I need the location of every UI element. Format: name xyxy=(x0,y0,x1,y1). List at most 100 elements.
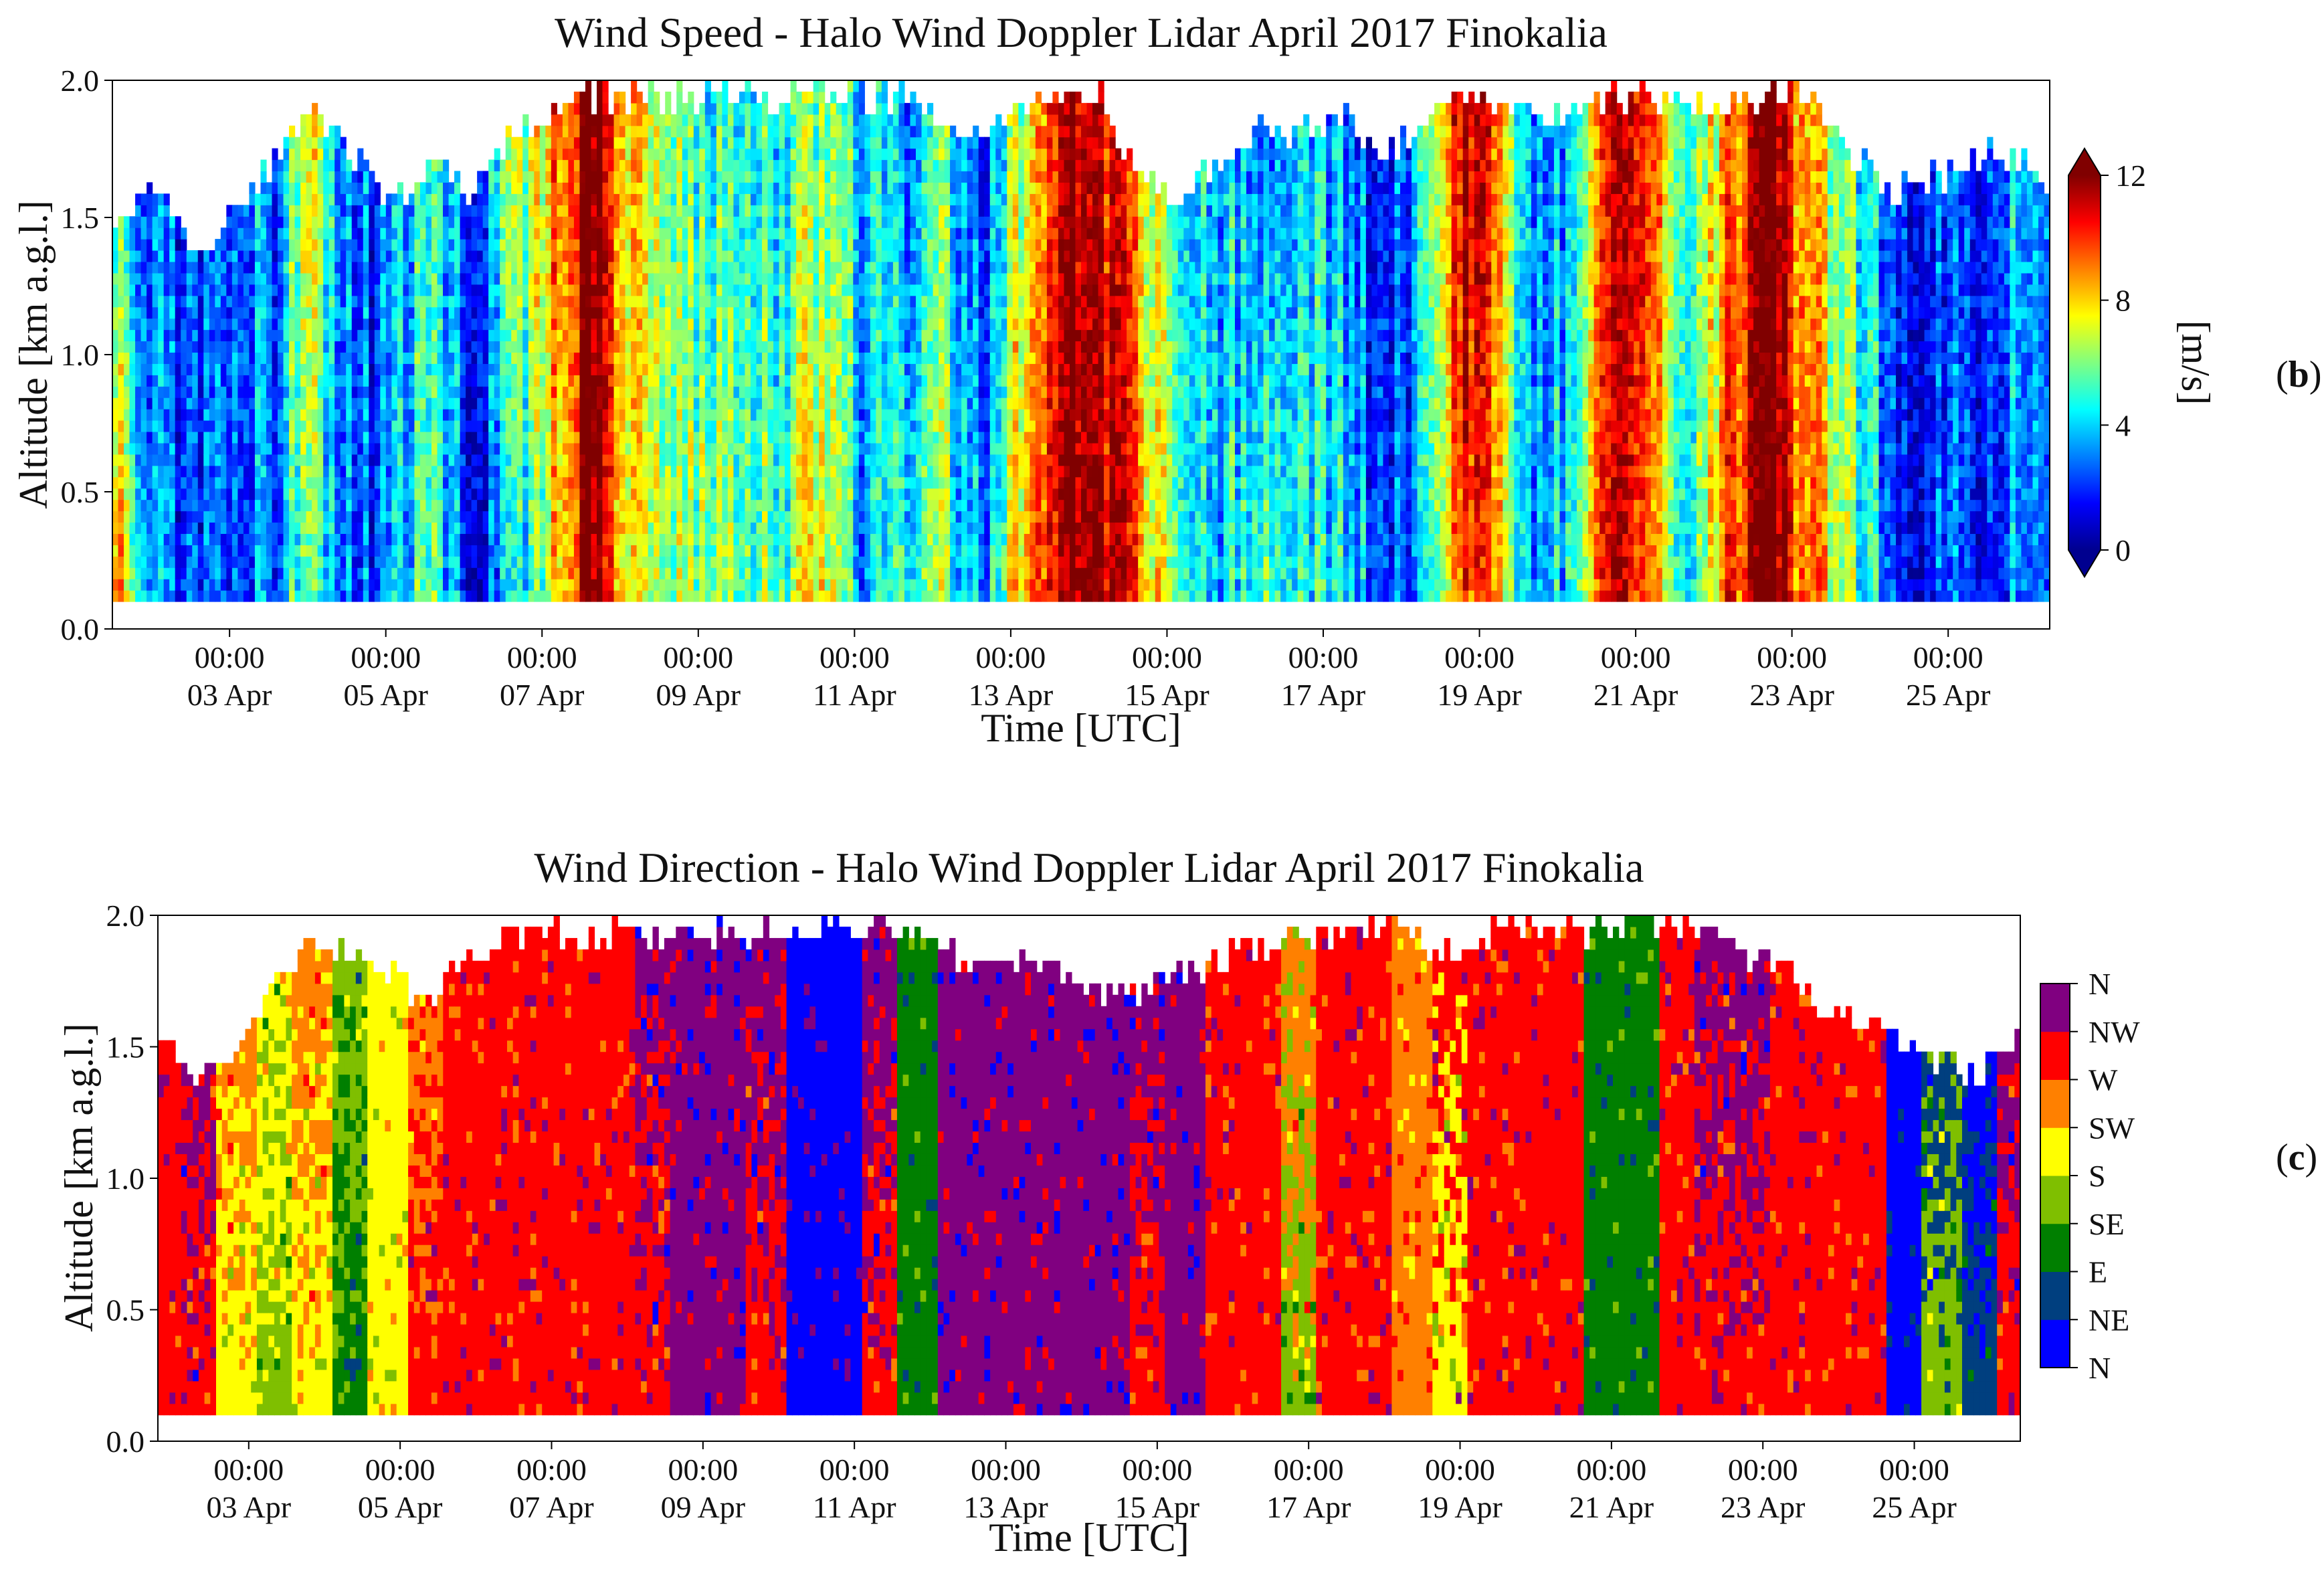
heatmap-cell xyxy=(500,442,506,455)
heatmap-cell xyxy=(676,590,683,602)
heatmap-cell xyxy=(528,454,535,466)
heatmap-cell xyxy=(767,125,774,138)
heatmap-cell xyxy=(129,352,136,364)
heatmap-cell xyxy=(477,386,484,398)
heatmap-cell xyxy=(425,420,432,432)
heatmap-cell xyxy=(494,511,500,523)
heatmap-cell xyxy=(807,533,814,545)
heatmap-cell xyxy=(414,227,421,240)
heatmap-cell xyxy=(745,397,751,409)
heatmap-cell xyxy=(654,386,660,398)
heatmap-cell xyxy=(306,590,312,602)
heatmap-cell xyxy=(773,193,780,205)
heatmap-cell xyxy=(779,454,785,466)
heatmap-cell xyxy=(124,511,130,523)
heatmap-cell xyxy=(545,261,552,274)
heatmap-cell xyxy=(488,284,495,296)
heatmap-cell xyxy=(631,579,638,591)
heatmap-cell xyxy=(505,590,512,602)
heatmap-cell xyxy=(169,284,176,296)
heatmap-cell xyxy=(505,159,512,172)
heatmap-cell xyxy=(260,261,267,274)
heatmap-cell xyxy=(785,318,791,331)
heatmap-cell xyxy=(516,420,523,432)
heatmap-cell xyxy=(528,386,535,398)
heatmap-cell xyxy=(431,556,438,568)
heatmap-cell xyxy=(625,193,632,205)
heatmap-cell xyxy=(414,476,421,489)
heatmap-cell xyxy=(722,261,729,274)
heatmap-cell xyxy=(591,522,597,534)
heatmap-cell xyxy=(391,250,398,262)
heatmap-cell xyxy=(722,80,729,92)
heatmap-cell xyxy=(813,272,819,285)
heatmap-cell xyxy=(648,80,654,92)
heatmap-cell xyxy=(767,488,774,500)
heatmap-cell xyxy=(727,250,735,262)
heatmap-cell xyxy=(425,567,432,579)
heatmap-cell xyxy=(710,125,717,138)
heatmap-cell xyxy=(585,261,592,274)
heatmap-cell xyxy=(289,567,296,579)
heatmap-cell xyxy=(129,476,136,489)
heatmap-cell xyxy=(613,250,620,262)
heatmap-cell xyxy=(431,476,438,489)
heatmap-cell xyxy=(397,272,403,285)
heatmap-cell xyxy=(351,442,358,455)
heatmap-cell xyxy=(249,363,256,375)
heatmap-cell xyxy=(135,567,142,579)
heatmap-cell xyxy=(699,227,706,240)
heatmap-cell xyxy=(278,171,284,183)
heatmap-cell xyxy=(522,352,529,364)
heatmap-cell xyxy=(437,216,444,228)
heatmap-cell xyxy=(613,136,620,149)
heatmap-cell xyxy=(745,148,751,161)
heatmap-cell xyxy=(699,454,706,466)
heatmap-cell xyxy=(312,148,318,161)
heatmap-cell xyxy=(659,567,666,579)
heatmap-cell xyxy=(408,227,415,240)
heatmap-cell xyxy=(585,295,592,308)
heatmap-cell xyxy=(158,284,165,296)
heatmap-cell xyxy=(448,318,455,331)
heatmap-cell xyxy=(676,91,683,104)
heatmap-cell xyxy=(197,397,204,409)
heatmap-cell xyxy=(152,499,159,512)
heatmap-cell xyxy=(357,193,364,205)
heatmap-cell xyxy=(528,352,535,364)
heatmap-cell xyxy=(505,522,512,534)
heatmap-cell xyxy=(278,272,284,285)
heatmap-cell xyxy=(272,193,278,205)
heatmap-cell xyxy=(340,136,347,149)
heatmap-cell xyxy=(175,318,181,331)
heatmap-cell xyxy=(756,272,763,285)
heatmap-cell xyxy=(750,409,757,421)
heatmap-cell xyxy=(602,533,609,545)
heatmap-cell xyxy=(619,442,626,455)
heatmap-cell xyxy=(340,556,347,568)
heatmap-cell xyxy=(727,295,735,308)
heatmap-cell xyxy=(648,272,654,285)
heatmap-cell xyxy=(625,567,632,579)
heatmap-cell xyxy=(272,341,278,353)
heatmap-cell xyxy=(477,295,484,308)
heatmap-cell xyxy=(785,511,791,523)
heatmap-cell xyxy=(215,397,221,409)
heatmap-cell xyxy=(175,545,181,557)
heatmap-cell xyxy=(516,159,523,172)
heatmap-cell xyxy=(306,567,312,579)
heatmap-cell xyxy=(158,216,165,228)
heatmap-cell xyxy=(437,193,444,205)
heatmap-cell xyxy=(140,420,147,432)
heatmap-cell xyxy=(374,590,381,602)
heatmap-cell xyxy=(682,250,688,262)
heatmap-cell xyxy=(226,329,233,342)
heatmap-cell xyxy=(733,182,740,194)
heatmap-cell xyxy=(551,182,557,194)
heatmap-cell xyxy=(278,590,284,602)
heatmap-cell xyxy=(254,511,262,523)
heatmap-cell xyxy=(346,306,353,319)
heatmap-cell xyxy=(597,306,603,319)
heatmap-cell xyxy=(488,556,495,568)
heatmap-cell xyxy=(670,329,677,342)
